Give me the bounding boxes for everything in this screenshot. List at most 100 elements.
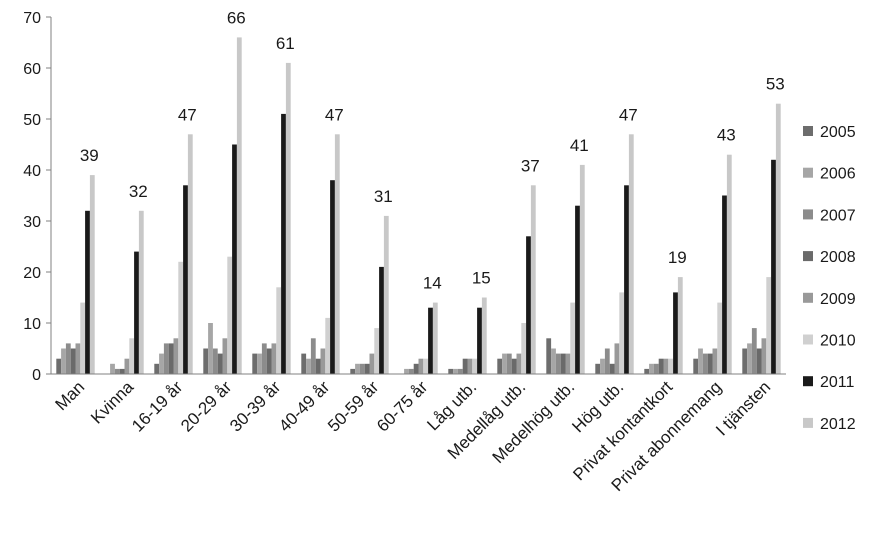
bar-2009-3 bbox=[222, 338, 228, 374]
bar-2012-14 bbox=[775, 103, 781, 374]
bar-2011-9 bbox=[526, 236, 531, 374]
legend-item-2009: 2009 bbox=[803, 291, 856, 308]
bar-2012-9 bbox=[530, 185, 536, 374]
bar-2011-11 bbox=[624, 185, 629, 374]
bar-2012-6 bbox=[383, 215, 389, 374]
bar-2005-4 bbox=[252, 353, 258, 374]
legend-swatch bbox=[803, 251, 813, 262]
x-tick-label: 20-29 år bbox=[177, 377, 235, 435]
bar-2012-2 bbox=[187, 134, 193, 374]
bar-2006-6 bbox=[355, 363, 360, 374]
legend-item-2008: 2008 bbox=[803, 249, 856, 266]
bar-2007-13 bbox=[702, 353, 708, 374]
bar-2008-11 bbox=[609, 363, 615, 374]
bar-2011-0 bbox=[85, 210, 90, 374]
bar-2006-8 bbox=[453, 368, 458, 374]
bar-2006-13 bbox=[698, 348, 703, 374]
bar-2012-5 bbox=[334, 134, 340, 374]
bar-2012-3 bbox=[236, 37, 242, 375]
bar-2007-3 bbox=[212, 348, 218, 374]
bar-2008-12 bbox=[658, 358, 664, 374]
bar-2010-6 bbox=[374, 328, 380, 374]
y-axis: 0 10 20 30 40 50 60 70 bbox=[23, 10, 52, 384]
bar-2010-7 bbox=[423, 358, 429, 374]
bar-2006-14 bbox=[747, 343, 752, 374]
bar-2005-12 bbox=[644, 368, 650, 374]
legend-item-2005: 2005 bbox=[803, 124, 856, 141]
legend-label: 2005 bbox=[820, 124, 856, 141]
legend: 2005 2006 2007 2008 2009 2010 2011 2012 bbox=[803, 124, 856, 433]
bar-2006-12 bbox=[649, 363, 654, 374]
bar-2009-1 bbox=[124, 358, 130, 374]
legend-label: 2010 bbox=[820, 333, 856, 350]
bar-2011-1 bbox=[134, 251, 139, 374]
legend-swatch bbox=[803, 417, 813, 428]
bar-2007-4 bbox=[261, 343, 267, 374]
x-tick-label: 16-19 år bbox=[128, 377, 186, 435]
bar-2005-8 bbox=[448, 368, 454, 374]
bar-2009-4 bbox=[271, 343, 277, 374]
legend-item-2010: 2010 bbox=[803, 333, 856, 350]
bar-2011-14 bbox=[771, 159, 776, 374]
data-label: 31 bbox=[374, 187, 393, 206]
data-label: 47 bbox=[325, 105, 344, 124]
y-tick-label: 70 bbox=[23, 10, 41, 27]
bar-2006-2 bbox=[159, 353, 164, 374]
bars bbox=[56, 37, 781, 375]
bar-2009-8 bbox=[467, 358, 473, 374]
bar-2009-11 bbox=[614, 343, 620, 374]
legend-swatch bbox=[803, 167, 813, 178]
bar-2008-10 bbox=[560, 353, 566, 374]
bar-2007-8 bbox=[457, 368, 463, 374]
y-tick-label: 0 bbox=[32, 367, 41, 384]
y-tick-label: 20 bbox=[23, 265, 41, 282]
bar-2008-6 bbox=[364, 363, 370, 374]
bar-2006-10 bbox=[551, 348, 556, 374]
legend-label: 2007 bbox=[820, 207, 856, 224]
bar-2011-2 bbox=[183, 185, 188, 374]
bar-2007-2 bbox=[163, 343, 169, 374]
bar-2010-11 bbox=[619, 292, 625, 374]
bar-2005-0 bbox=[56, 358, 62, 374]
bar-2007-11 bbox=[604, 348, 610, 374]
bar-2008-8 bbox=[462, 358, 468, 374]
legend-swatch bbox=[803, 292, 813, 303]
legend-swatch bbox=[803, 376, 813, 387]
bar-2005-6 bbox=[350, 368, 356, 374]
data-label: 15 bbox=[472, 269, 491, 288]
y-tick-label: 30 bbox=[23, 214, 41, 231]
data-label: 47 bbox=[178, 105, 197, 124]
legend-swatch bbox=[803, 209, 813, 220]
bar-2005-10 bbox=[546, 338, 552, 374]
bar-2010-3 bbox=[227, 256, 233, 374]
bar-2005-9 bbox=[497, 358, 503, 374]
bar-2008-2 bbox=[168, 343, 174, 374]
bar-2005-14 bbox=[742, 348, 748, 374]
data-label: 41 bbox=[570, 136, 589, 155]
bar-2011-10 bbox=[575, 205, 580, 374]
bar-2006-7 bbox=[404, 368, 409, 374]
bar-2007-0 bbox=[65, 343, 71, 374]
bar-2010-9 bbox=[521, 323, 527, 374]
bar-2009-10 bbox=[565, 353, 571, 374]
bar-2011-4 bbox=[281, 113, 286, 375]
bar-2010-4 bbox=[276, 287, 282, 374]
bar-2008-9 bbox=[511, 358, 517, 374]
bar-2011-5 bbox=[330, 180, 335, 374]
x-tick-label: Man bbox=[52, 377, 89, 414]
data-label: 37 bbox=[521, 156, 540, 175]
bar-2006-9 bbox=[502, 353, 507, 374]
bar-2010-0 bbox=[80, 302, 86, 374]
bar-2007-14 bbox=[751, 328, 757, 374]
bar-2010-12 bbox=[668, 358, 674, 374]
bar-2009-7 bbox=[418, 358, 424, 374]
bar-2011-8 bbox=[477, 307, 482, 374]
legend-item-2007: 2007 bbox=[803, 207, 856, 224]
data-label: 66 bbox=[227, 8, 246, 27]
bar-2009-2 bbox=[173, 338, 179, 374]
legend-item-2011: 2011 bbox=[803, 374, 855, 391]
bar-2006-5 bbox=[306, 358, 311, 374]
bar-2009-6 bbox=[369, 353, 375, 374]
bar-2008-0 bbox=[70, 348, 76, 374]
bar-2011-6 bbox=[379, 266, 384, 374]
